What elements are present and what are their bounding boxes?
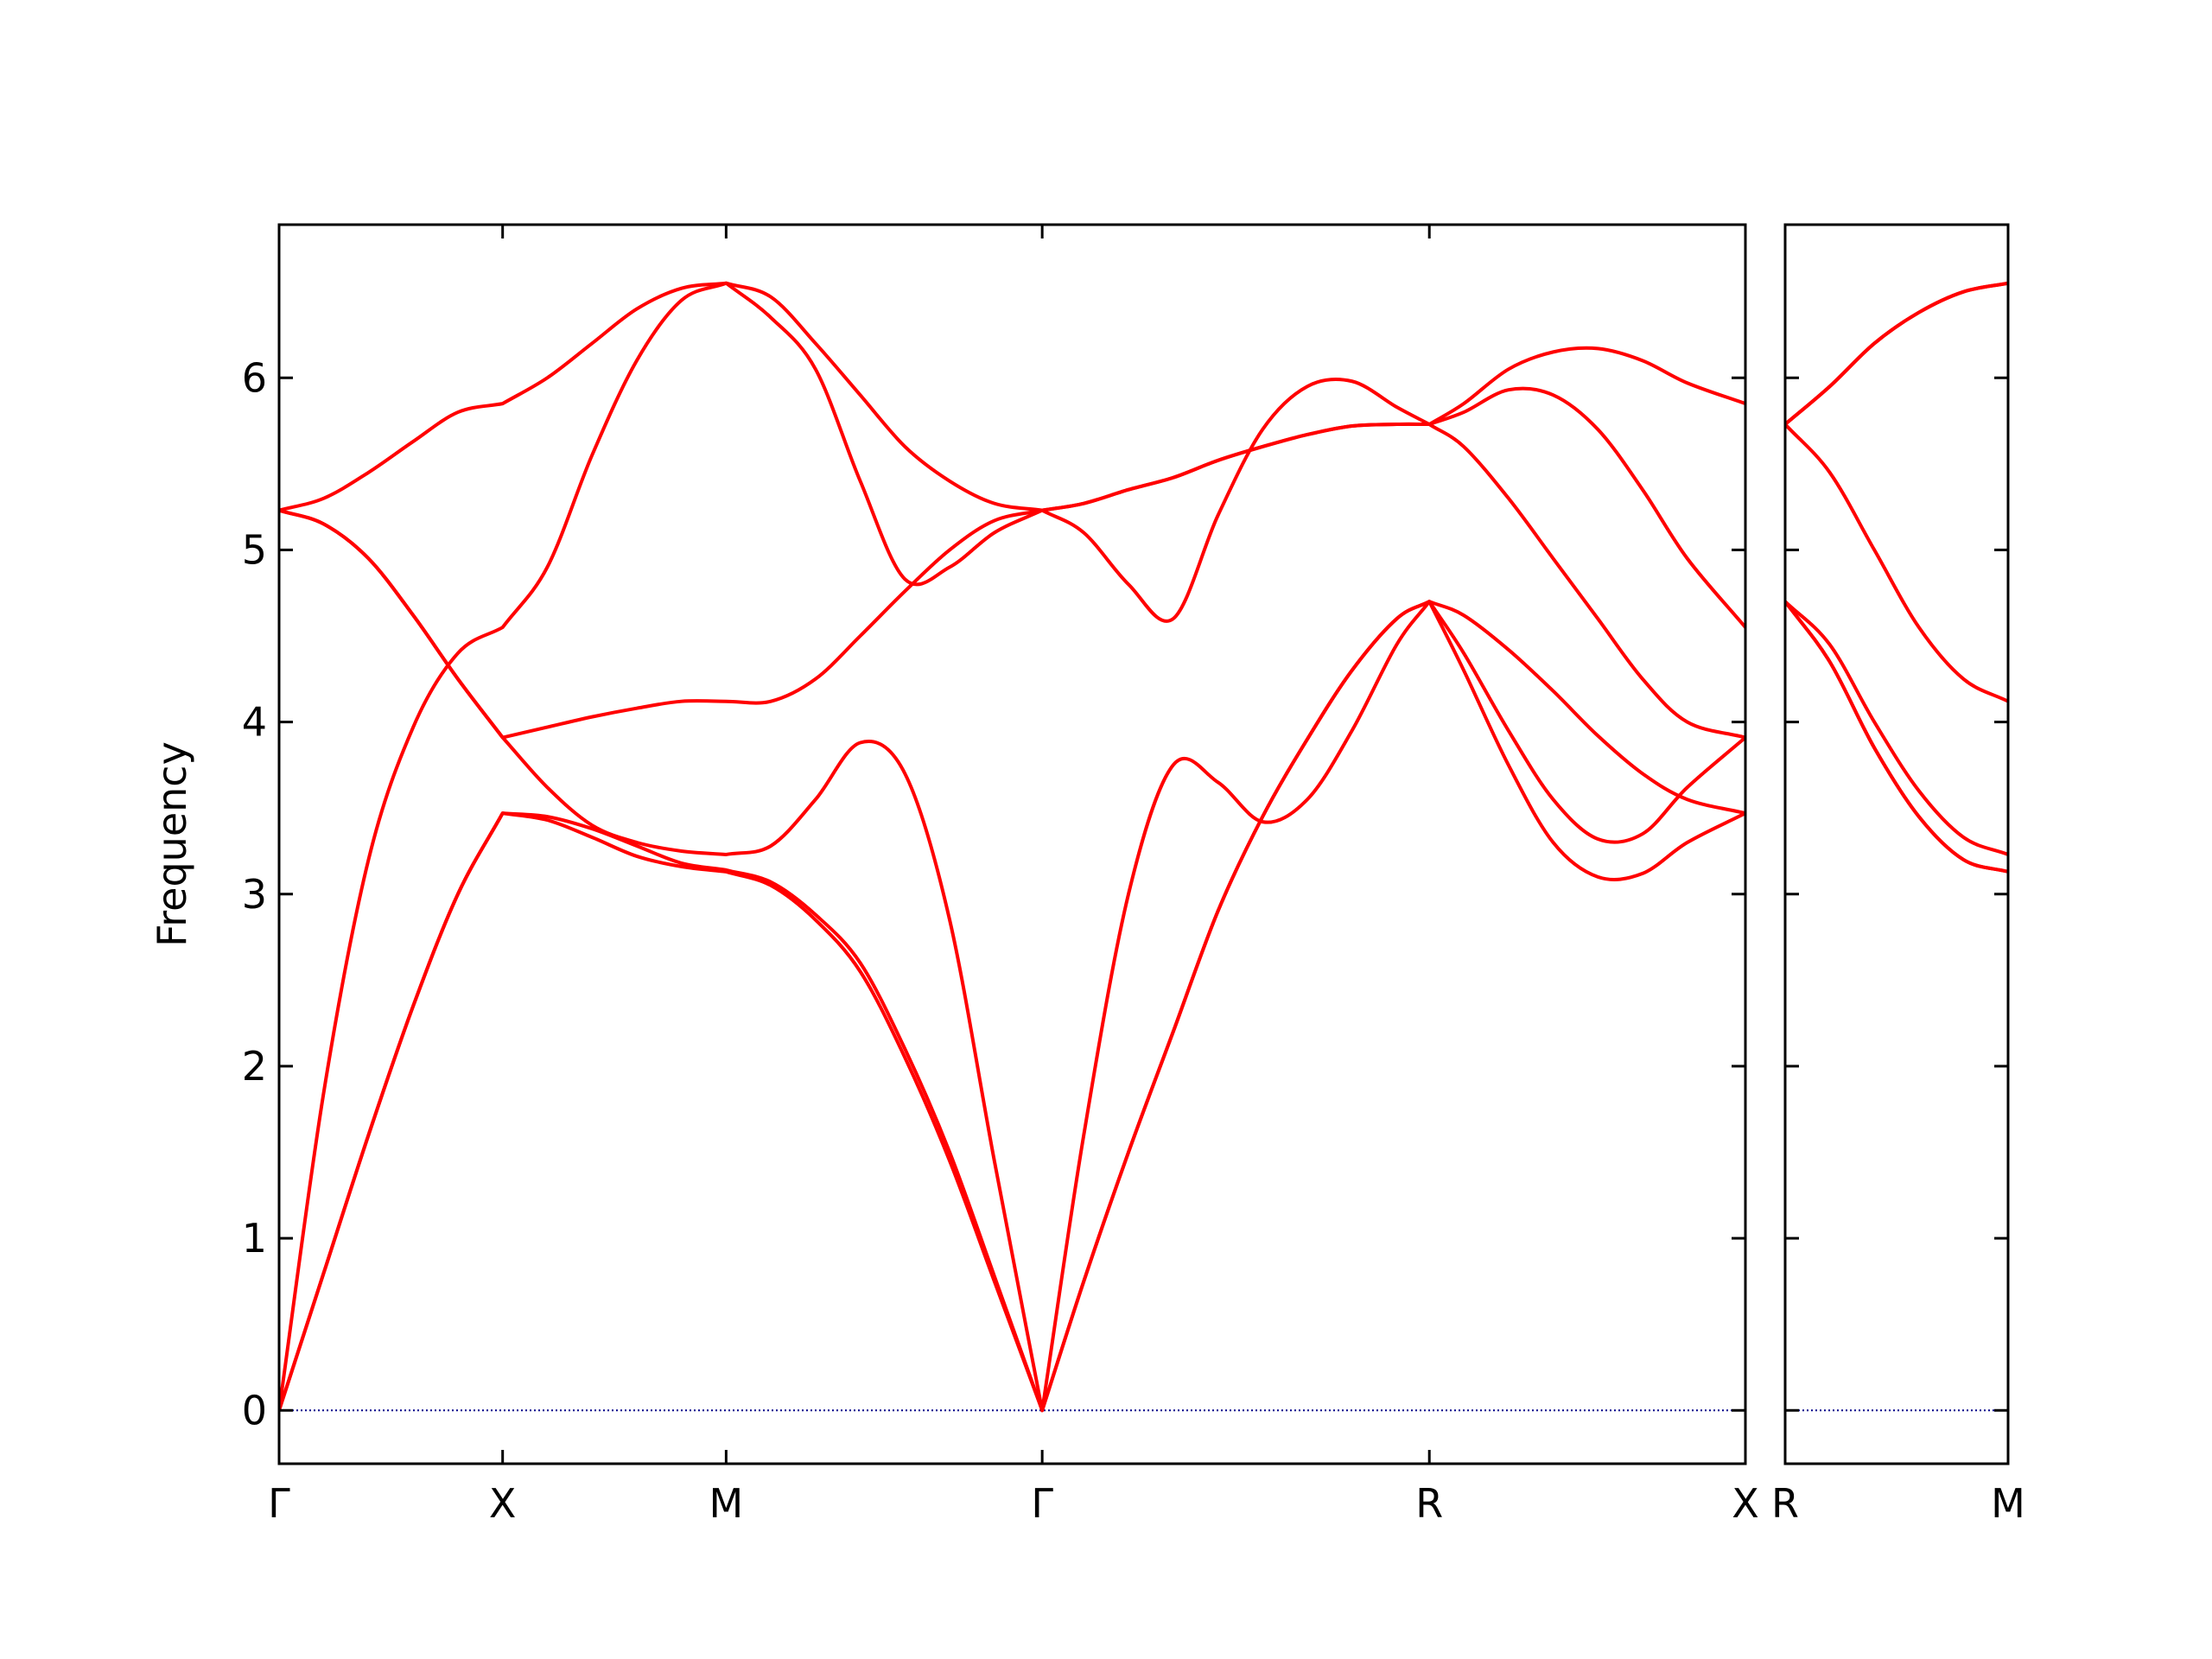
band-line [1785,281,2008,426]
x-tick-label: M [1991,1480,2025,1527]
x-tick-label: R [1771,1480,1799,1527]
band-line [1785,600,2008,874]
y-tick-label: 3 [242,871,267,918]
plot-area [1785,281,2008,1412]
band-line [279,281,1745,512]
band-line [279,600,1745,1413]
y-tick-label: 1 [242,1215,267,1262]
band-line [279,508,1745,1413]
x-tick-label: M [709,1480,744,1527]
band-line [1785,600,2008,874]
y-tick-label: 5 [242,526,267,573]
y-tick-label: 4 [242,699,267,746]
x-tick-label: X [1732,1480,1759,1527]
band-line [279,422,1745,740]
band-line [1785,600,2008,856]
y-tick-label: 0 [242,1387,267,1433]
x-tick-label: Γ [268,1480,290,1527]
plot-frame [277,223,1747,1465]
y-tick-label: 6 [242,354,267,401]
band-line [1785,423,2008,703]
plot-area [279,281,1745,1413]
x-tick-label: R [1415,1480,1443,1527]
band-line [1785,281,2008,426]
x-tick-label: Γ [1031,1480,1053,1527]
band-line [279,281,1745,1411]
plot-frame [1783,223,2010,1465]
band-line [279,600,1745,1413]
y-axis-label: Frequency [149,741,195,947]
y-tick-label: 2 [242,1043,267,1090]
x-tick-label: X [489,1480,517,1527]
